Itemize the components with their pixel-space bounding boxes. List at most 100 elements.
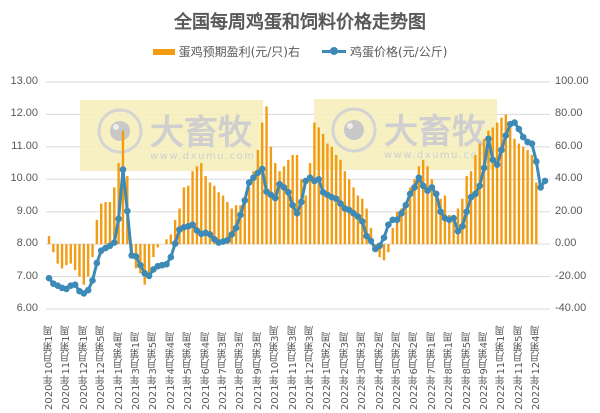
egg-price-marker <box>476 182 484 190</box>
profit-bar <box>86 244 90 277</box>
egg-price-marker <box>480 164 488 172</box>
profit-bar <box>239 205 242 245</box>
x-axis-tick: 2022年7月第1周 <box>426 331 438 410</box>
profit-bar <box>282 166 286 245</box>
x-axis-tick: 2022年8月第5周 <box>461 331 473 410</box>
egg-price-marker <box>411 184 418 191</box>
profit-bar <box>535 182 538 245</box>
right-axis-tick: 60.00 <box>555 139 583 152</box>
egg-price-marker <box>463 208 470 216</box>
profit-bar <box>456 208 460 245</box>
egg-price-marker <box>380 234 388 241</box>
profit-bar <box>82 244 86 285</box>
profit-bar <box>260 122 264 245</box>
egg-price-marker <box>224 236 231 244</box>
profit-bar <box>530 154 534 245</box>
profit-bar <box>291 154 294 245</box>
x-axis-tick: 2020年10月第1周 <box>44 325 55 410</box>
egg-price-marker <box>228 231 236 238</box>
egg-price-marker <box>498 146 505 154</box>
profit-bar <box>504 114 508 245</box>
profit-bar <box>378 244 381 258</box>
profit-bar <box>204 176 207 245</box>
profit-bar <box>226 201 229 245</box>
profit-bar <box>169 234 173 245</box>
profit-bar <box>421 159 425 245</box>
egg-price-marker <box>376 242 383 250</box>
egg-price-marker <box>358 218 366 225</box>
left-axis-tick: 10.00 <box>10 172 38 185</box>
egg-price-marker <box>450 214 457 222</box>
egg-price-marker <box>472 190 479 198</box>
right-axis-tick: 0.00 <box>555 237 577 250</box>
profit-bar <box>491 127 494 245</box>
profit-bar <box>165 239 168 245</box>
right-axis-tick: 80.00 <box>555 107 583 120</box>
egg-price-marker <box>271 194 279 202</box>
x-axis-tick: 2022年9月第4周 <box>479 331 491 410</box>
profit-bar <box>487 130 490 245</box>
profit-bar <box>56 244 59 264</box>
profit-bar <box>230 208 233 245</box>
profit-bar <box>91 244 94 258</box>
left-axis-tick: 7.00 <box>16 269 38 282</box>
right-axis-tick: -20.00 <box>555 269 587 282</box>
profit-bar <box>60 244 64 269</box>
chart-title: 全国每周鸡蛋和饲料价格走势图 <box>174 12 426 33</box>
profit-bar <box>391 227 394 245</box>
egg-price-marker <box>245 179 253 186</box>
profit-bar <box>426 166 429 245</box>
svg-text:大畜牧: 大畜牧 <box>384 112 487 152</box>
profit-bar <box>69 244 72 264</box>
profit-bar <box>52 244 55 253</box>
profit-bar <box>500 117 503 245</box>
profit-bar <box>408 187 412 245</box>
x-axis-tick: 2021年7月第3周 <box>218 331 230 410</box>
profit-bar <box>191 171 194 245</box>
egg-price-marker <box>254 169 262 177</box>
egg-price-marker <box>280 184 288 191</box>
profit-bar <box>317 127 320 245</box>
egg-price-marker <box>415 174 423 181</box>
profit-bar <box>47 236 51 245</box>
x-axis-tick: 2020年12月第5周 <box>96 325 108 410</box>
egg-price-marker <box>115 215 122 223</box>
egg-price-marker <box>419 182 427 190</box>
profit-bar <box>108 201 112 245</box>
x-axis-tick: 2021年11月第3周 <box>287 325 299 410</box>
egg-price-marker <box>485 135 492 143</box>
egg-price-marker <box>124 207 131 215</box>
profit-bar <box>382 244 386 261</box>
egg-price-marker <box>45 274 53 282</box>
left-axis-tick: 11.00 <box>11 139 38 152</box>
profit-bar <box>435 192 438 245</box>
egg-price-marker <box>145 272 153 280</box>
x-axis-tick: 2020年11月第1周 <box>61 325 73 410</box>
egg-price-marker <box>528 140 536 147</box>
egg-price-marker <box>71 281 79 288</box>
egg-price-marker <box>363 232 370 240</box>
x-axis-tick: 2022年8月第1周 <box>444 331 456 410</box>
x-axis-tick: 2022年11月第1周 <box>496 325 508 410</box>
x-axis-tick: 2021年5月第4周 <box>183 331 195 410</box>
profit-bar <box>213 185 216 245</box>
profit-bar <box>404 203 407 245</box>
profit-bar <box>417 166 421 245</box>
profit-bar <box>208 182 212 245</box>
eye-logo-icon <box>331 107 377 153</box>
profit-bar <box>508 127 512 245</box>
legend-item-price[interactable]: 鸡蛋价格(元/公斤) <box>322 43 447 60</box>
profit-bar <box>474 154 477 245</box>
x-axis-tick: 2021年1月第4周 <box>113 331 125 410</box>
profit-bar <box>300 179 303 245</box>
egg-price-marker <box>293 210 301 217</box>
egg-price-marker <box>119 166 127 173</box>
x-axis-tick: 2022年4月第2周 <box>374 331 386 410</box>
profit-bar <box>400 208 403 245</box>
legend-item-profit[interactable]: 蛋鸡预期盈利(元/只)右 <box>152 43 300 60</box>
profit-bar <box>265 106 268 245</box>
right-axis-tick: -40.00 <box>555 302 587 314</box>
profit-bar <box>156 244 159 248</box>
